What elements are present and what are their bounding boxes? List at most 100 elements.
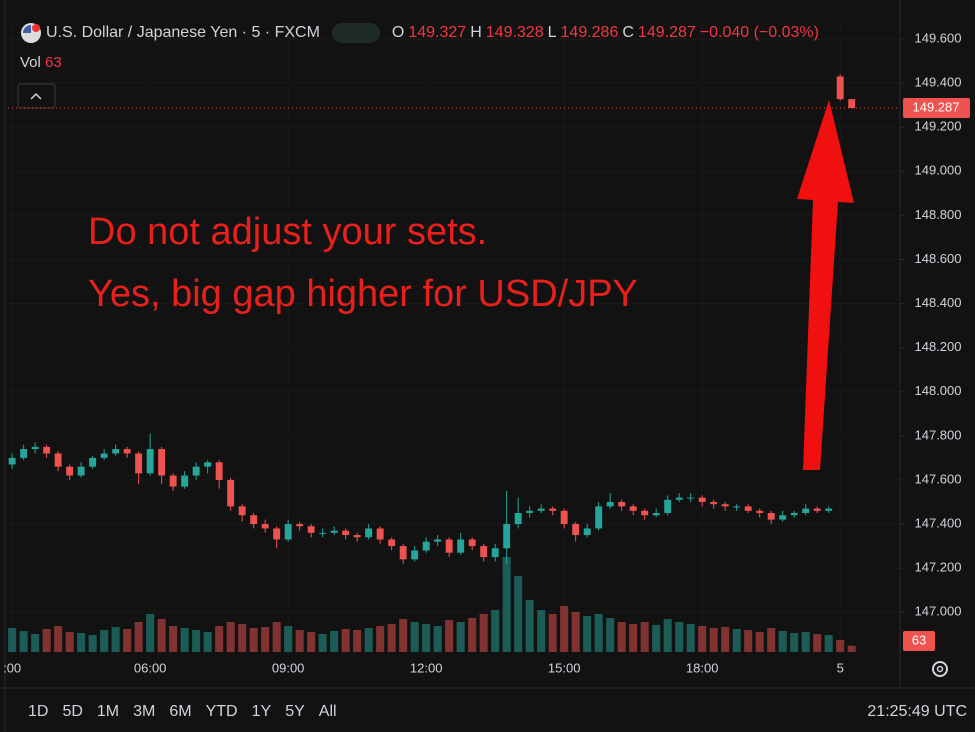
candle-body [733,506,741,508]
last-volume-badge [903,631,935,651]
volume-bar [640,622,649,652]
candle-body [595,506,603,529]
volume-bar [663,619,672,652]
candle-body [618,501,626,507]
volume-bar [88,635,97,652]
candle-body [721,504,729,507]
volume-bar [652,625,661,652]
candle-body [744,506,752,511]
volume-bar [238,624,247,652]
candle-body [836,76,844,100]
candle-body [273,528,281,540]
range-button[interactable]: 3M [133,703,156,720]
candle-body [296,524,304,527]
candle-body [388,539,396,547]
volume-bar [755,632,764,652]
volume-bar [525,600,534,652]
candle-body [629,506,637,511]
collapse-icon [30,92,42,100]
volume-bar [422,624,431,652]
volume-bar [376,626,385,652]
volume-bar [123,629,132,652]
candle-body [560,510,568,525]
volume-bar [433,626,442,652]
candle-body [181,475,189,487]
range-toolbar: 1D 5D 1M 3M 6M YTD 1Y 5Y All [28,703,337,721]
candle-body [227,479,235,507]
volume-bar [100,630,109,652]
ohlc-letter: O [391,24,405,41]
candle-body [112,449,120,454]
candle-body [54,453,62,467]
range-button[interactable]: 1M [96,703,120,720]
volume-bar [387,624,396,652]
candle-body [376,528,384,540]
volume-bar [192,630,201,652]
candle-body [43,446,51,454]
range-button[interactable]: 5Y [285,703,305,720]
candle-body [66,466,74,476]
market-status[interactable] [331,23,380,43]
candle-body [158,449,166,476]
volume-bar [468,618,477,652]
collapse-button[interactable] [17,83,56,109]
volume-bar [583,616,592,652]
volume-bar [169,626,178,652]
x-tick-label: 12:00 [410,660,443,675]
candle-body [319,532,327,534]
ohlc-letter: H [470,24,482,41]
volume-title: Vol [20,54,41,71]
settings-button[interactable] [932,661,948,677]
candle-body [813,508,821,511]
y-tick-label: 148.000 [915,383,962,398]
volume-bar [732,629,741,652]
y-tick-label: 147.400 [915,515,962,530]
candle-body [353,535,361,538]
range-button[interactable]: 1D [28,703,49,720]
candle-body [307,526,315,533]
volume-bar [790,633,799,652]
candle-body [434,539,442,542]
x-tick-label: 09:00 [272,660,305,675]
candle-body [526,510,534,514]
range-button[interactable]: YTD [205,703,238,720]
candle-body [687,497,695,499]
candle-body [411,550,419,560]
volume-bar [801,632,810,652]
y-tick-label: 149.000 [915,163,962,178]
candle-body [169,475,177,487]
candle-body [641,510,649,516]
x-tick-label: 15:00 [548,660,581,675]
volume-bar [502,557,511,652]
annotation: Do not adjust your sets. [88,211,487,253]
flag-icon [21,23,41,43]
range-button[interactable]: 1Y [251,703,272,720]
candle-body [572,524,580,536]
volume-bar [31,634,40,652]
settings-icon [936,665,944,673]
candle-body [675,497,683,500]
range-button[interactable]: 5D [62,703,83,720]
volume-bar [249,628,258,652]
ohlc-letter: C [622,24,634,41]
volume-legend: Vol 63 [20,54,62,71]
range-button[interactable]: 6M [169,703,192,720]
candle-body [468,539,476,547]
candle-body [20,449,28,458]
candle-body [664,499,672,514]
volume-bar [629,624,638,652]
y-tick-label: 148.800 [915,207,962,222]
candle-body [31,446,39,450]
y-tick-label: 147.200 [915,560,962,575]
volume-bar [146,614,155,652]
range-button[interactable]: All [318,703,337,720]
y-tick-label: 149.400 [915,74,962,89]
symbol[interactable]: U.S. Dollar / Japanese Yen · 5 · FXCM [46,24,320,41]
volume-bar [594,614,603,652]
plot: 147.000 147.200 147.400 147.600 147.800 148.0… [3,20,970,675]
volume-bar [824,635,833,652]
candle-body [330,530,338,533]
candle-body [606,501,614,507]
y-tick-label: 147.000 [915,604,962,619]
